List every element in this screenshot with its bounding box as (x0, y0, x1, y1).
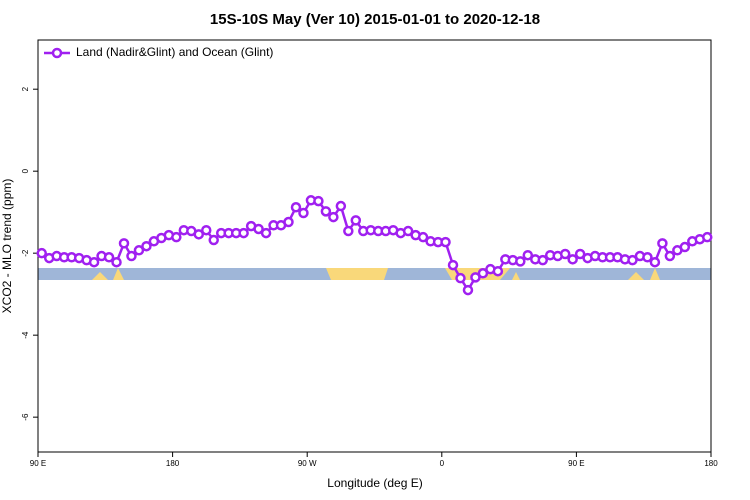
x-tick-label: 90 E (568, 459, 584, 468)
data-point (260, 227, 272, 239)
y-tick-label: -2 (21, 249, 30, 257)
data-point (649, 256, 661, 268)
data-point (118, 238, 130, 249)
data-point (328, 211, 339, 223)
data-point (126, 250, 137, 262)
land-patch (113, 268, 124, 280)
land-patch (628, 272, 644, 280)
x-tick-label: 180 (704, 459, 718, 468)
data-point (253, 223, 264, 235)
data-point (447, 259, 459, 271)
data-point (283, 216, 294, 228)
data-point (417, 231, 429, 243)
data-point (36, 247, 47, 259)
land-patch (92, 272, 108, 280)
data-point (193, 229, 205, 240)
data-point (627, 254, 638, 266)
y-tick-label: 2 (21, 86, 30, 91)
data-point (470, 272, 481, 283)
data-point (522, 249, 534, 261)
x-tick-label: 180 (166, 459, 180, 468)
data-point (455, 272, 466, 284)
data-point (702, 231, 713, 243)
y-tick-label: 0 (21, 168, 30, 173)
plot-frame (37, 39, 712, 453)
data-point (133, 245, 145, 256)
data-point (559, 248, 571, 260)
data-point (208, 234, 219, 246)
legend-label: Land (Nadir&Glint) and Ocean (Glint) (76, 45, 273, 59)
data-point (335, 200, 347, 212)
data-point (462, 284, 474, 296)
data-point (298, 207, 309, 219)
data-point (343, 225, 354, 237)
data-point (320, 206, 332, 217)
data-point (515, 256, 526, 267)
data-point (492, 265, 504, 277)
data-point (574, 248, 586, 260)
chart-title: 15S-10S May (Ver 10) 2015-01-01 to 2020-… (210, 11, 540, 28)
data-point (88, 256, 100, 268)
land-ocean-strip (38, 268, 711, 280)
data-point (664, 250, 676, 262)
land-patch (650, 268, 660, 280)
x-tick-label: 90 E (30, 459, 46, 468)
data-point (537, 254, 548, 266)
data-point (402, 225, 414, 237)
data-point (103, 252, 115, 263)
data-point (171, 231, 182, 243)
y-tick-label: -6 (21, 413, 30, 421)
x-tick-label: 90 W (298, 459, 317, 468)
data-point (290, 202, 302, 213)
legend-marker (51, 47, 63, 59)
data-point (141, 240, 152, 252)
data-point (679, 241, 691, 253)
data-point (477, 268, 489, 279)
y-axis-label: XCO2 - MLO trend (ppm) (0, 179, 14, 314)
data-point (567, 254, 578, 265)
land-patch (326, 268, 388, 280)
land-patch (512, 272, 520, 280)
y-tick-label: -4 (21, 331, 30, 339)
data-point (350, 215, 362, 226)
x-tick-label: 0 (440, 459, 445, 468)
data-point (642, 252, 653, 263)
data-point (201, 224, 212, 236)
data-point (657, 238, 668, 249)
data-point (440, 236, 451, 248)
data-point (313, 195, 324, 207)
x-axis-label: Longitude (deg E) (327, 476, 422, 490)
data-point (111, 256, 122, 268)
data-point (238, 227, 249, 239)
